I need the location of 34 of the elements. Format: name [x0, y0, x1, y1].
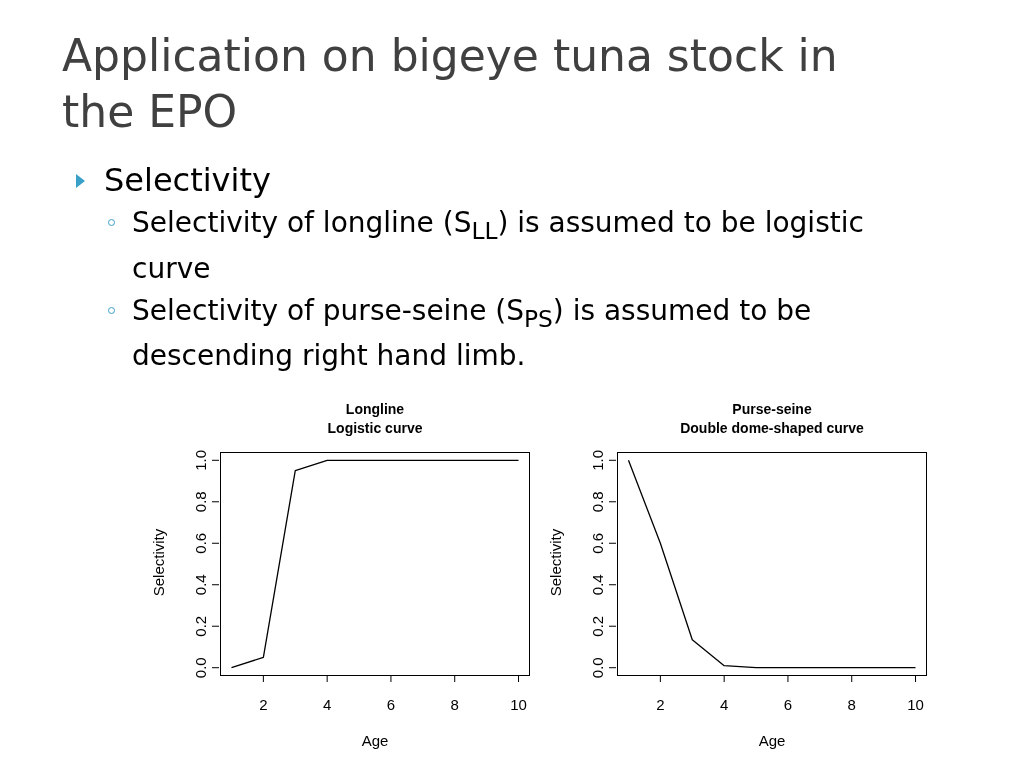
x-tick-label: 10 [510, 696, 527, 713]
y-axis-title: Selectivity [546, 527, 564, 599]
y-tick-label: 0.4 [192, 574, 209, 596]
x-tick-label: 10 [907, 696, 924, 713]
chart-subtitle: Logistic curve [326, 419, 424, 438]
chart-subtitle: Double dome-shaped curve [679, 419, 865, 438]
x-tick-label: 2 [259, 696, 268, 713]
y-tick-label: 0.8 [192, 491, 209, 513]
x-axis-title: Age [757, 732, 787, 749]
x-tick-label: 4 [322, 696, 332, 713]
chart-title: Longline [344, 400, 406, 419]
x-tick-label: 6 [386, 696, 396, 713]
y-tick-label: 0.2 [192, 615, 209, 637]
y-axis-title: Selectivity [149, 527, 167, 599]
text: Selectivity of longline (S$_{LL}$) is assumed to be logistic curve [132, 206, 864, 285]
y-tick-label: 0.2 [589, 615, 606, 637]
y-tick-label: 0.6 [192, 532, 209, 554]
y-tick-label: 0.6 [589, 532, 606, 554]
x-tick-label: 8 [450, 696, 459, 713]
x-axis-title: Age [360, 732, 390, 749]
y-tick-label: 0.8 [589, 491, 606, 513]
x-tick-label: 6 [783, 696, 793, 713]
x-tick-label: 2 [656, 696, 665, 713]
y-tick-label: 0.4 [589, 574, 606, 596]
y-tick-label: 0.0 [589, 657, 606, 679]
text: Selectivity [104, 161, 271, 199]
y-tick-label: 0.0 [192, 657, 209, 679]
text: Selectivity of purse-seine (S$_{PS}$) is assumed to be descending right hand limb. [132, 293, 812, 373]
x-tick-label: 4 [719, 696, 729, 713]
chart-title: Purse-seine [731, 400, 813, 419]
text: Application on bigeye tuna stock in the EPO [62, 29, 839, 139]
y-tick-label: 1.0 [589, 449, 606, 471]
x-tick-label: 8 [847, 696, 856, 713]
y-tick-label: 1.0 [192, 449, 209, 471]
